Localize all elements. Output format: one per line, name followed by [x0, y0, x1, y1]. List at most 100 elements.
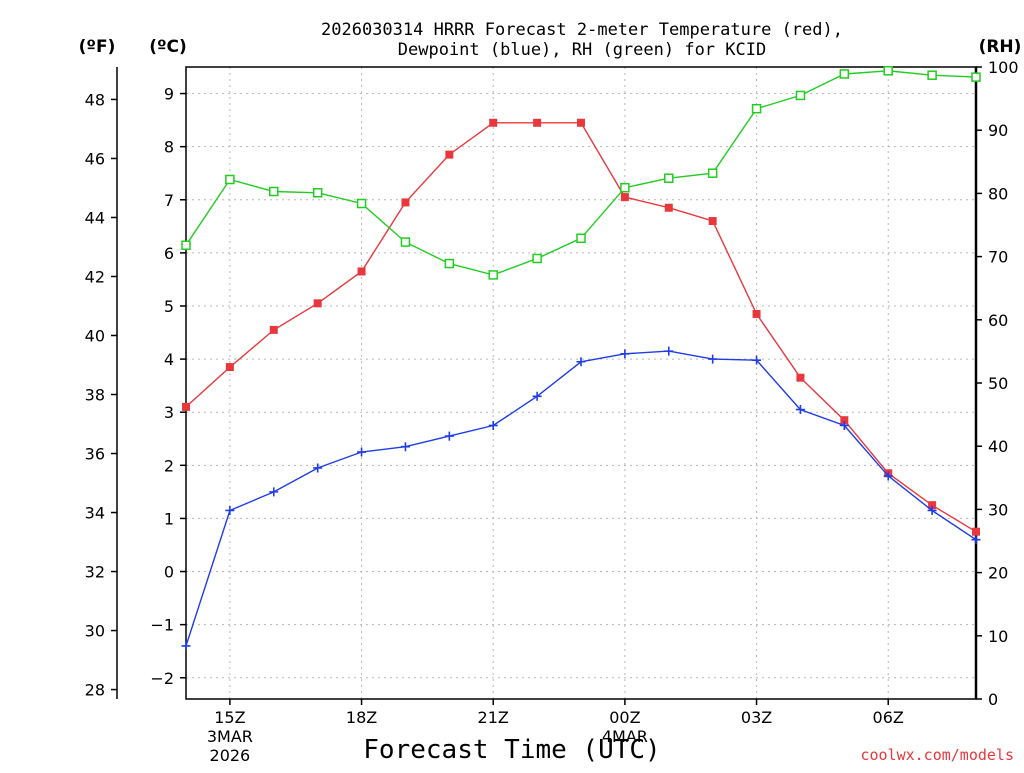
rh-tick-label: 50: [988, 374, 1008, 393]
temperature-point: [445, 150, 454, 159]
x-tick-label: 15Z: [214, 708, 245, 727]
x-tick-sublabel: 3MAR: [207, 727, 253, 746]
temperature-point: [533, 118, 542, 127]
rh-line: [185, 70, 977, 276]
dewpoint-point: [664, 346, 674, 356]
rh-point: [795, 90, 806, 101]
temperature-point: [840, 416, 849, 425]
fahrenheit-tick-label: 44: [85, 208, 105, 227]
fahrenheit-tick-label: 28: [85, 681, 105, 700]
rh-point: [488, 270, 498, 280]
rh-point: [927, 70, 937, 80]
rh-tick-label: 100: [988, 58, 1019, 77]
fahrenheit-tick-label: 38: [85, 386, 105, 405]
rh-point: [620, 182, 630, 193]
celsius-tick-label: 5: [164, 297, 174, 316]
temperature-point: [577, 118, 585, 127]
dewpoint-point: [181, 641, 191, 651]
dewpoint-point: [488, 420, 498, 430]
rh-point: [751, 103, 762, 114]
celsius-tick-label: 9: [164, 85, 174, 104]
rh-tick-label: 20: [988, 564, 1008, 583]
celsius-tick-label: 3: [164, 403, 174, 422]
rh-point: [576, 233, 586, 244]
dewpoint-point: [269, 487, 279, 497]
rh-tick-label: 0: [988, 690, 998, 709]
x-tick-label: 00Z: [609, 708, 640, 727]
celsius-tick-label: 4: [164, 350, 174, 369]
fahrenheit-tick-label: 46: [85, 149, 105, 168]
dewpoint-point: [708, 354, 718, 364]
x-tick-label: 21Z: [478, 708, 509, 727]
series-layer: [181, 66, 981, 651]
fahrenheit-tick-label: 40: [85, 326, 105, 345]
temperature-point: [928, 501, 937, 510]
dewpoint-point: [444, 431, 454, 441]
x-tick-label: 06Z: [873, 708, 904, 727]
rh-tick-label: 60: [988, 311, 1008, 330]
celsius-tick-label: 7: [164, 191, 174, 210]
temperature-point: [401, 198, 410, 207]
rh-point: [312, 188, 323, 198]
dewpoint-line: [185, 350, 977, 647]
chart-title-line-1: 2026030314 HRRR Forecast 2-meter Tempera…: [321, 20, 843, 40]
rh-tick-label: 10: [988, 627, 1008, 646]
dewpoint-point: [839, 420, 849, 430]
rh-point: [356, 198, 367, 209]
celsius-tick-label: 0: [164, 563, 174, 582]
dewpoint-point: [971, 535, 981, 545]
temperature-point: [269, 325, 278, 334]
temperature-point: [708, 217, 717, 226]
celsius-tick-label: −1: [150, 616, 174, 635]
rh-tick-label: 70: [988, 248, 1008, 267]
dewpoint-point: [357, 447, 367, 457]
rh-point: [269, 186, 279, 197]
celsius-tick-label: 2: [164, 456, 174, 475]
temperature-point: [182, 402, 190, 411]
dewpoint-point: [532, 391, 542, 401]
celsius-unit-label: (ºC): [149, 37, 187, 57]
celsius-tick-label: 6: [164, 244, 174, 263]
x-tick-label: 18Z: [346, 708, 377, 727]
dewpoint-point: [883, 471, 893, 481]
temperature-point: [972, 527, 980, 536]
credit-label: coolwx.com/models: [860, 746, 1014, 764]
dewpoint-point: [927, 505, 937, 515]
rh-point: [532, 253, 542, 264]
temperature-point: [752, 309, 761, 318]
x-tick-sublabel: 2026: [210, 746, 251, 765]
chart-title-line-2: Dewpoint (blue), RH (green) for KCID: [398, 40, 766, 60]
rh-tick-label: 80: [988, 184, 1008, 203]
plot-frame: [185, 66, 977, 700]
x-tick-sublabel: 4MAR: [602, 727, 648, 746]
dewpoint-point: [620, 349, 630, 359]
temperature-point: [796, 373, 805, 382]
x-tick-label: 03Z: [741, 708, 772, 727]
fahrenheit-tick-label: 32: [85, 563, 105, 582]
fahrenheit-tick-label: 42: [85, 267, 105, 286]
temperature-point: [357, 267, 366, 276]
celsius-tick-label: −2: [150, 669, 174, 688]
rh-point: [181, 240, 191, 250]
temperature-point: [620, 193, 629, 202]
fahrenheit-unit-label: (ºF): [79, 37, 116, 57]
rh-point: [664, 173, 674, 183]
dewpoint-point: [400, 442, 410, 452]
temperature-point: [664, 203, 673, 212]
rh-tick-label: 30: [988, 500, 1008, 519]
rh-unit-label: (RH): [979, 37, 1022, 57]
x-axis-label: Forecast Time (UTC): [363, 735, 660, 765]
rh-point: [400, 237, 411, 247]
celsius-tick-label: 8: [164, 138, 174, 157]
celsius-tick-label: 1: [164, 509, 174, 528]
fahrenheit-tick-label: 36: [85, 445, 105, 464]
rh-point: [444, 258, 455, 269]
dewpoint-point: [795, 405, 805, 415]
dewpoint-point: [313, 463, 323, 473]
temperature-point: [489, 118, 498, 127]
fahrenheit-tick-label: 34: [85, 504, 105, 523]
fahrenheit-tick-label: 30: [85, 622, 105, 641]
rh-point: [883, 66, 893, 76]
